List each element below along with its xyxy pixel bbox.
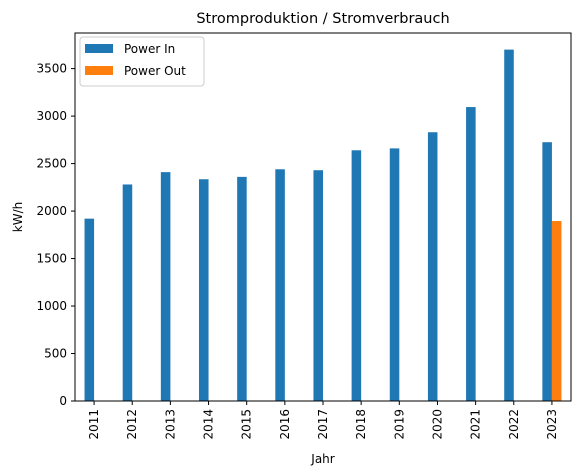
x-tick-label: 2022 <box>507 409 521 440</box>
x-tick-label: 2014 <box>202 409 216 440</box>
x-tick-label: 2020 <box>430 409 444 440</box>
y-tick-label: 2000 <box>36 204 67 218</box>
chart-title: Stromproduktion / Stromverbrauch <box>196 11 449 27</box>
x-tick-label: 2011 <box>87 409 101 440</box>
bar-power-in-2022 <box>504 49 514 401</box>
bar-power-out-2023 <box>551 221 562 401</box>
legend-label-power-out: Power Out <box>124 64 186 78</box>
y-tick-label: 2500 <box>36 157 67 171</box>
legend-swatch-power-out <box>85 66 113 75</box>
bar-power-in-2016 <box>275 169 285 401</box>
x-axis: 2011 2012 2013 2014 2015 2016 2017 2018 2019 2020… <box>87 401 559 440</box>
bar-power-in-2012 <box>122 184 133 401</box>
bar-power-in-2021 <box>466 107 476 402</box>
bars-group <box>84 49 562 402</box>
x-axis-label: Jahr <box>310 452 334 466</box>
y-tick-label: 1000 <box>36 299 67 313</box>
bar-power-in-2018 <box>351 150 362 401</box>
bar-power-in-2023 <box>542 142 552 402</box>
x-tick-label: 2013 <box>163 409 177 440</box>
x-tick-label: 2015 <box>240 409 254 440</box>
y-tick-label: 1500 <box>36 252 67 266</box>
y-tick-label: 3500 <box>36 62 67 76</box>
bar-power-in-2017 <box>313 170 323 401</box>
legend-swatch-power-in <box>85 44 113 53</box>
bar-power-in-2015 <box>237 176 247 401</box>
bar-power-in-2011 <box>84 218 95 401</box>
x-tick-label: 2023 <box>545 409 559 440</box>
plot-frame <box>74 32 572 402</box>
y-tick-label: 3000 <box>36 109 67 123</box>
x-tick-label: 2017 <box>316 409 330 440</box>
y-tick-label: 500 <box>44 347 67 361</box>
bar-power-in-2014 <box>199 179 209 401</box>
x-tick-label: 2016 <box>278 409 292 440</box>
y-tick-label: 0 <box>59 394 67 408</box>
y-axis: 0 500 1000 1500 2000 2500 3000 3500 <box>36 62 75 408</box>
legend: Power In Power Out <box>79 36 205 87</box>
x-tick-label: 2018 <box>354 409 368 440</box>
bar-power-in-2013 <box>160 172 171 401</box>
x-tick-label: 2021 <box>469 409 483 440</box>
y-axis-label: kW/h <box>11 202 25 232</box>
x-tick-label: 2012 <box>125 409 139 440</box>
bar-power-in-2019 <box>389 148 400 401</box>
bar-power-in-2020 <box>427 132 438 402</box>
legend-label-power-in: Power In <box>124 42 175 56</box>
x-tick-label: 2019 <box>392 409 406 440</box>
